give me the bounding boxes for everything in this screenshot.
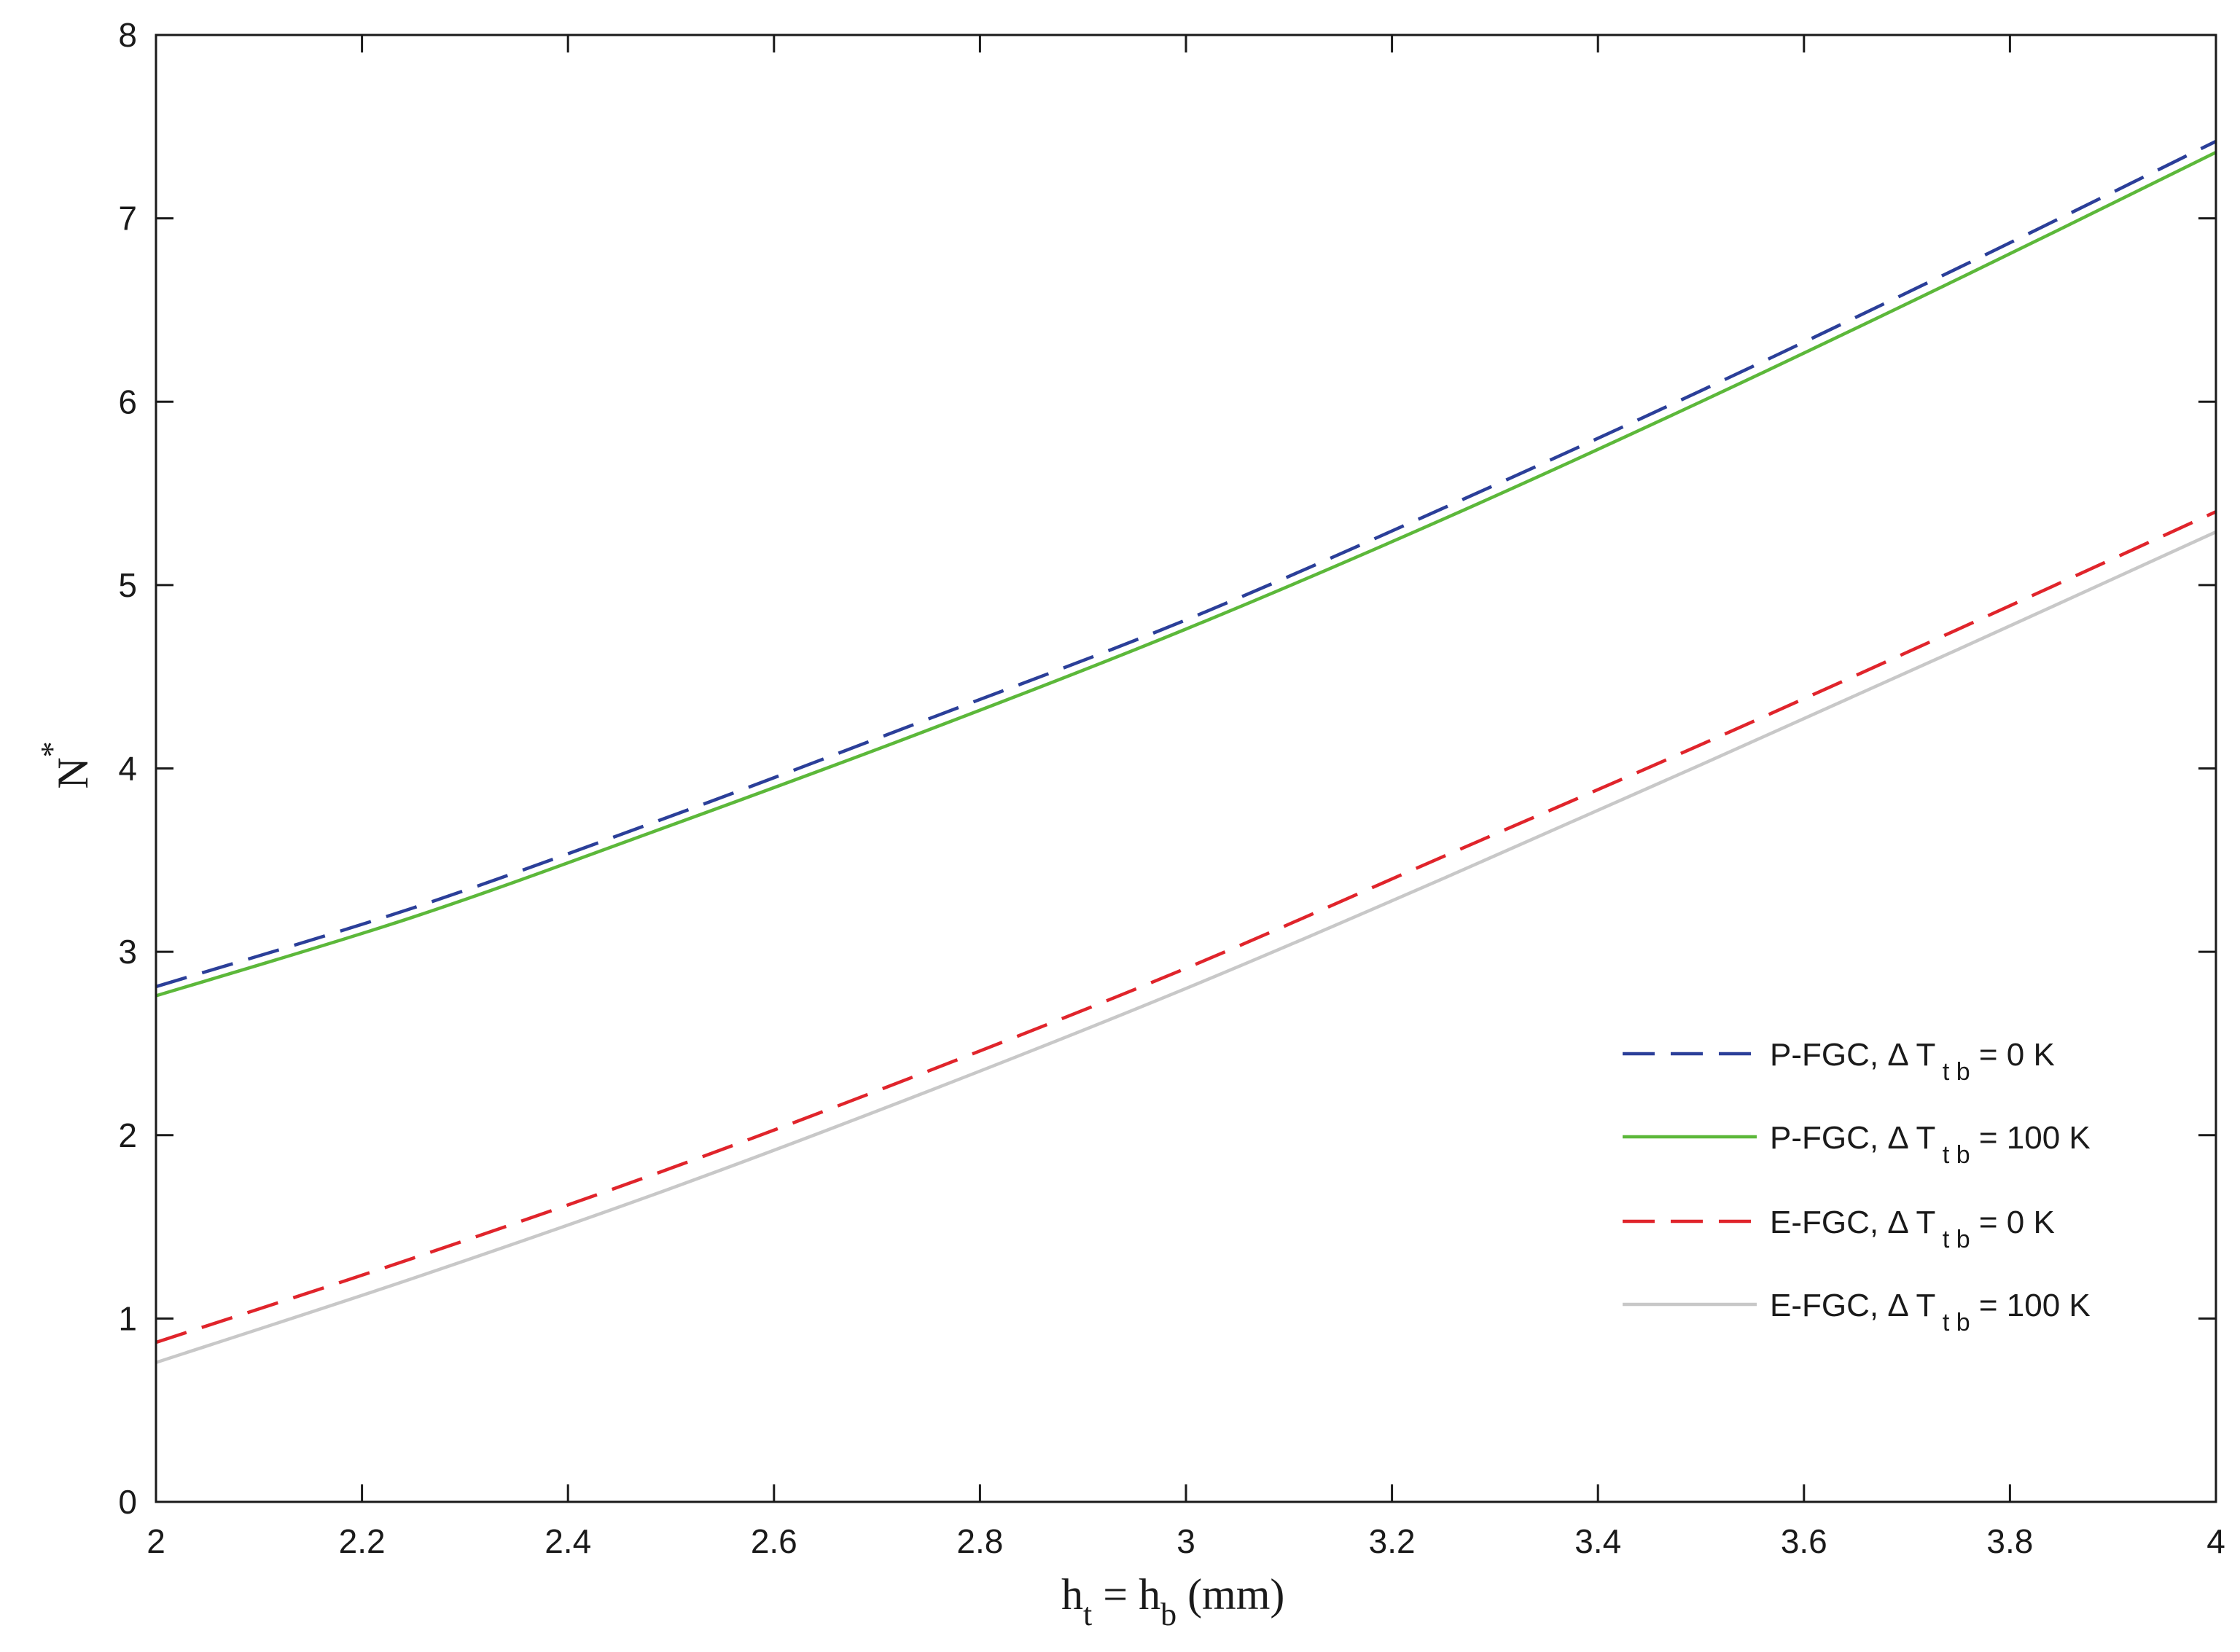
x-tick-label: 2 — [147, 1522, 165, 1560]
x-tick-label: 3.8 — [1986, 1522, 2033, 1560]
x-tick-label: 2.4 — [545, 1522, 591, 1560]
axes: 2 2.2 2.4 2.6 2.8 3 3.2 3.4 3.6 3.8 4 0 1 2 3 4 5 6 7 8 — [118, 16, 2225, 1560]
series-line-2 — [155, 151, 2217, 998]
y-tick-label: 0 — [118, 1483, 137, 1521]
legend: P-FGC, Δ T t b = 0 K P-FGC, Δ T t b = 100… — [1623, 1037, 2091, 1336]
x-tick-label: 3.2 — [1369, 1522, 1416, 1560]
y-axis-label: N* — [34, 741, 97, 788]
y-tick-label: 8 — [118, 16, 137, 54]
legend-label-3: E-FGC, Δ T t b = 0 K — [1770, 1205, 2055, 1253]
x-tick-label: 3.6 — [1781, 1522, 1827, 1560]
y-tick-label: 5 — [118, 566, 137, 604]
x-tick-label: 2.8 — [956, 1522, 1003, 1560]
legend-label-2: P-FGC, Δ T t b = 100 K — [1770, 1120, 2091, 1169]
x-tick-label: 4 — [2206, 1522, 2225, 1560]
x-tick-label: 2.2 — [339, 1522, 386, 1560]
series-line-4 — [155, 530, 2217, 1364]
series-line-3 — [155, 510, 2217, 1344]
series-line-1 — [155, 139, 2217, 989]
legend-label-1: P-FGC, Δ T t b = 0 K — [1770, 1037, 2055, 1086]
x-tick-label: 2.6 — [751, 1522, 797, 1560]
y-tick-label: 1 — [118, 1299, 137, 1337]
plot-area — [155, 139, 2217, 1364]
legend-label-4: E-FGC, Δ T t b = 100 K — [1770, 1288, 2091, 1336]
y-tick-label: 4 — [118, 750, 137, 788]
y-tick-label: 2 — [118, 1116, 137, 1154]
y-tick-label: 7 — [118, 200, 137, 238]
y-tick-label: 3 — [118, 933, 137, 971]
x-axis-label: ht = hb (mm) — [1061, 1570, 1284, 1632]
x-tick-label: 3.4 — [1574, 1522, 1621, 1560]
x-tick-label: 3 — [1176, 1522, 1195, 1560]
y-tick-label: 6 — [118, 383, 137, 420]
